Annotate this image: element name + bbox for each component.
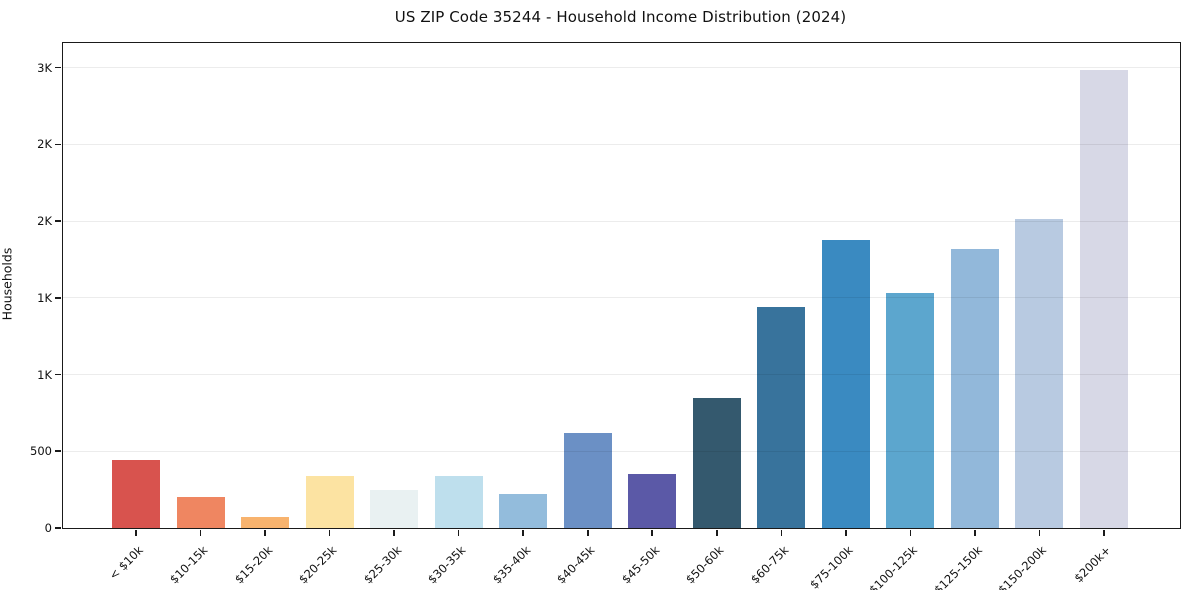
x-label-anchor: $40-45k <box>540 539 597 586</box>
y-axis-ticks: 0 500 1K 1K 2K 2K 3K <box>30 43 1180 535</box>
bar <box>112 459 160 528</box>
bar-slot: < $10k <box>106 43 160 583</box>
bar-slot: $100-125k <box>867 43 935 590</box>
y-tick-label: 1K <box>37 367 52 382</box>
x-tick-mark <box>715 529 718 536</box>
x-tick-label: $30-35k <box>425 543 469 587</box>
x-label-anchor: $10-15k <box>153 539 210 586</box>
x-label-anchor: < $10k <box>94 539 146 583</box>
y-tick-mark <box>55 527 62 529</box>
x-tick-mark <box>651 529 654 536</box>
y-tick-label: 1K <box>37 290 52 305</box>
x-tick-label: $25-30k <box>360 543 405 587</box>
y-tick-mark <box>55 373 62 376</box>
bar-slot: $40-45k <box>554 43 612 586</box>
x-tick-mark <box>328 529 331 536</box>
bar <box>950 248 999 528</box>
bar-slot: $35-40k <box>490 43 548 586</box>
x-tick-mark <box>522 529 524 536</box>
x-tick-mark <box>909 529 912 536</box>
y-tick-mark <box>55 450 62 453</box>
x-label-anchor: $100-125k <box>848 539 921 590</box>
bar <box>499 494 548 528</box>
x-label-anchor: $30-35k <box>411 539 468 586</box>
bar-slot: $15-20k <box>232 43 290 586</box>
x-tick-label: $35-40k <box>489 543 534 587</box>
x-tick-mark <box>199 529 202 536</box>
x-tick-label: < $10k <box>106 543 146 583</box>
chart-title: US ZIP Code 35244 - Household Income Dis… <box>394 8 847 26</box>
x-tick-label: $60-75k <box>747 543 792 587</box>
y-tick-label: 2K <box>37 214 52 229</box>
y-tick-mark <box>55 66 62 69</box>
bar-slot: $10-15k <box>167 43 225 586</box>
bar <box>886 293 935 528</box>
bar-slot: $200k+ <box>1072 43 1128 585</box>
bar <box>563 432 612 528</box>
bar <box>1015 218 1064 528</box>
x-label-anchor: $50-60k <box>669 539 726 586</box>
y-tick-label: 2K <box>37 137 52 152</box>
y-tick-mark <box>55 143 62 146</box>
plot-area: < $10k $10-15k $15-20k $20-25k $25-30k $30-35… <box>30 42 1181 590</box>
bar <box>692 398 741 528</box>
bar <box>434 475 483 528</box>
bar-slot: $45-50k <box>619 43 677 586</box>
y-tick-label: 0 <box>44 521 52 535</box>
x-tick-mark <box>457 529 460 536</box>
x-tick-mark <box>393 529 395 536</box>
y-axis-label: Households <box>0 247 15 321</box>
bar <box>176 496 225 528</box>
x-label-anchor: $60-75k <box>734 539 791 586</box>
x-tick-label: $15-20k <box>231 543 275 587</box>
x-tick-mark <box>974 529 976 536</box>
x-label-anchor: $35-40k <box>476 539 533 586</box>
x-label-anchor: $15-20k <box>218 539 275 586</box>
bar-slot: $30-35k <box>425 43 483 586</box>
bar <box>370 490 419 528</box>
x-tick-label: $40-45k <box>554 543 598 587</box>
x-tick-label: $20-25k <box>296 543 340 587</box>
x-tick-label: $200k+ <box>1071 543 1114 586</box>
x-label-anchor: $125-150k <box>913 539 985 590</box>
bar-slot: $125-150k <box>931 43 999 590</box>
x-tick-mark <box>264 529 266 536</box>
y-tick-label: 3K <box>37 60 52 75</box>
x-label-anchor: $45-50k <box>605 539 662 586</box>
x-tick-label: $150-200k <box>995 543 1050 590</box>
bar-slot: $75-100k <box>807 43 870 590</box>
x-label-anchor: $150-200k <box>977 539 1050 590</box>
x-tick-label: $45-50k <box>618 543 663 587</box>
bar-slot: $20-25k <box>296 43 354 586</box>
x-tick-mark <box>1038 529 1041 536</box>
bar-slot: $50-60k <box>683 43 741 586</box>
x-label-anchor: $25-30k <box>347 539 404 586</box>
bar-slot: $60-75k <box>748 43 806 586</box>
x-tick-label: $50-60k <box>683 543 727 587</box>
bar <box>305 475 354 528</box>
bar <box>241 517 290 528</box>
bar <box>757 307 806 528</box>
x-tick-mark <box>135 529 137 536</box>
bar-layer: < $10k $10-15k $15-20k $20-25k $25-30k $30-35… <box>63 43 1180 590</box>
x-label-anchor: $20-25k <box>282 539 339 586</box>
x-tick-mark <box>845 529 847 536</box>
bar <box>821 240 870 528</box>
bar-slot: $25-30k <box>361 43 419 586</box>
y-tick-mark <box>55 220 62 222</box>
x-label-anchor: $200k+ <box>1058 539 1114 585</box>
x-tick-mark <box>586 529 589 536</box>
x-tick-mark <box>780 529 783 536</box>
bar <box>628 473 677 528</box>
y-tick-label: 500 <box>30 444 52 459</box>
bar <box>1079 69 1128 528</box>
x-label-anchor: $75-100k <box>791 539 856 590</box>
bar-slot: $150-200k <box>996 43 1064 590</box>
y-tick-mark <box>55 297 62 299</box>
x-tick-label: $10-15k <box>167 543 211 587</box>
x-tick-mark <box>1103 529 1105 536</box>
